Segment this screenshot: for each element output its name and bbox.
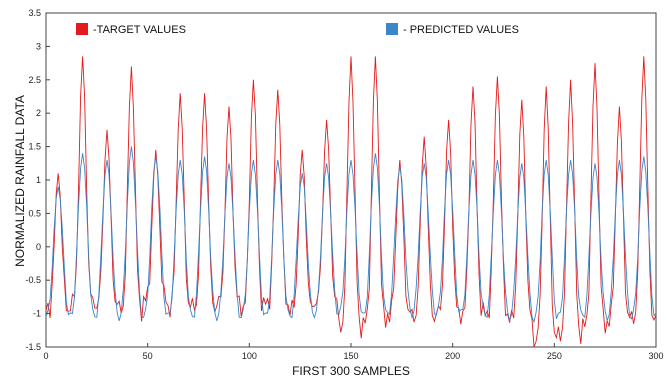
- x-tick-label: 50: [143, 351, 153, 361]
- y-tick-label: 1.5: [28, 142, 41, 152]
- series-line-predicted: [45, 146, 657, 324]
- legend-label-target: -TARGET VALUES: [93, 24, 186, 36]
- legend-swatch-predicted: [386, 23, 398, 35]
- x-tick-label: 150: [343, 351, 358, 361]
- axis-layer: 0 50 100 150 200 250 300 -1.5 -1 -0.5 0 0.5 1 1.5 2 2.5…: [25, 8, 663, 361]
- y-tick-label: 0: [36, 242, 41, 252]
- legend-swatch-target: [76, 23, 88, 35]
- y-tick-label: -1: [33, 309, 41, 319]
- y-tick-label: -0.5: [25, 275, 41, 285]
- x-tick-label: 200: [445, 351, 460, 361]
- x-tick-label: 300: [648, 351, 663, 361]
- x-tick-label: 0: [43, 351, 48, 361]
- y-tick-label: 3: [36, 41, 41, 51]
- x-tick-label: 250: [547, 351, 562, 361]
- y-tick-label: 2: [36, 108, 41, 118]
- x-axis-title: FIRST 300 SAMPLES: [292, 364, 410, 378]
- legend-label-predicted: - PREDICTED VALUES: [403, 24, 519, 36]
- y-tick-label: 0.5: [28, 208, 41, 218]
- y-tick-label: 2.5: [28, 75, 41, 85]
- y-tick-label: -1.5: [25, 342, 41, 352]
- y-tick-label: 1: [36, 175, 41, 185]
- y-axis-title: NORMALIZED RAINFALL DATA: [13, 95, 27, 267]
- y-tick-label: 3.5: [28, 8, 41, 18]
- legend: -TARGET VALUES - PREDICTED VALUES: [76, 23, 519, 36]
- series-layer: [45, 56, 657, 348]
- x-tick-label: 100: [242, 351, 257, 361]
